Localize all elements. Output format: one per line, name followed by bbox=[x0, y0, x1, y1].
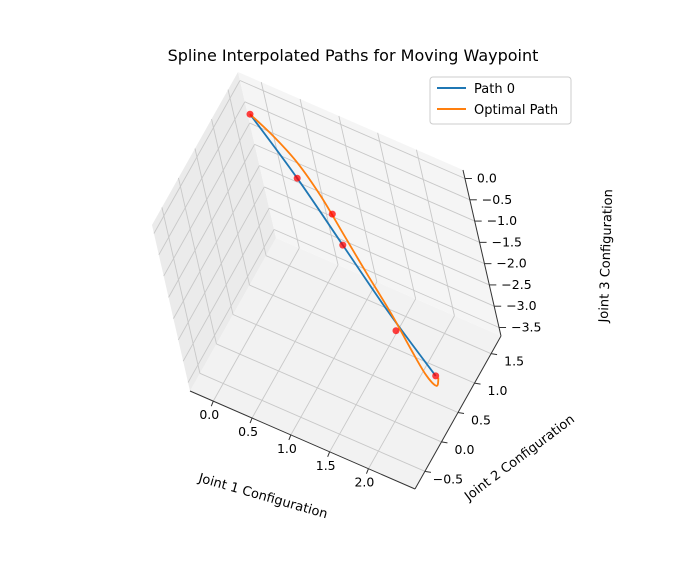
waypoint-marker bbox=[328, 210, 336, 218]
legend: Path 0 Optimal Path bbox=[429, 76, 572, 125]
y-tick-mark bbox=[441, 441, 448, 444]
grid-line-z-left bbox=[187, 229, 275, 383]
grid-line-x-back bbox=[416, 149, 455, 316]
y-tick-label: −0.5 bbox=[433, 471, 463, 486]
grid-line-y-floor bbox=[199, 372, 426, 472]
grid-line-y-left bbox=[178, 177, 217, 345]
back-pane bbox=[238, 72, 501, 336]
waypoint-marker bbox=[432, 372, 440, 380]
series-line-optimal-path bbox=[249, 113, 440, 387]
grid-line-y-left bbox=[211, 118, 250, 286]
grid-line-z-back bbox=[249, 122, 475, 222]
grid-line-z-left bbox=[158, 101, 246, 256]
grid-line-x-back bbox=[299, 98, 339, 266]
x-tick-mark bbox=[210, 400, 214, 407]
grid-line-z-left bbox=[168, 144, 255, 298]
grid-line-y-floor bbox=[249, 284, 475, 384]
grid-line-z-left bbox=[173, 165, 260, 319]
grid-line-z-back bbox=[254, 143, 480, 243]
z-axis-label: Joint 3 Configuration bbox=[597, 189, 617, 324]
grid-line-z-back bbox=[244, 101, 471, 201]
chart-title: Spline Interpolated Paths for Moving Way… bbox=[168, 46, 539, 65]
z-tick-label: −1.5 bbox=[492, 234, 522, 249]
waypoint-marker bbox=[293, 174, 301, 182]
legend-label-optimal-path: Optimal Path bbox=[474, 103, 558, 118]
grid-line-z-back bbox=[259, 165, 485, 265]
x-tick-label: 0.5 bbox=[238, 424, 258, 439]
grid-line-z-back bbox=[239, 80, 466, 179]
x-tick-label: 0.0 bbox=[199, 407, 219, 422]
grid-line-z-left bbox=[177, 186, 265, 341]
grid-line-x-back bbox=[377, 132, 417, 299]
grid-line-y-floor bbox=[265, 255, 492, 355]
z-tick-label: −2.0 bbox=[496, 256, 526, 271]
grid-line-y-floor bbox=[232, 314, 459, 413]
z-tick-label: −0.5 bbox=[482, 192, 512, 207]
x-tick-mark bbox=[327, 451, 331, 458]
z-tick-label: −1.0 bbox=[487, 213, 517, 228]
y-tick-label: 0.0 bbox=[455, 442, 475, 457]
y-tick-label: 0.5 bbox=[471, 413, 491, 428]
legend-label-path-0: Path 0 bbox=[474, 82, 515, 97]
y-tick-mark bbox=[424, 470, 432, 473]
waypoint-marker bbox=[339, 241, 347, 249]
x-tick-label: 1.5 bbox=[316, 458, 336, 473]
y-tick-mark bbox=[474, 382, 481, 385]
z-axis-line bbox=[462, 169, 502, 337]
grid-line-y-left bbox=[194, 148, 234, 315]
y-tick-label: 1.5 bbox=[504, 354, 524, 369]
z-tick-label: −2.5 bbox=[501, 277, 531, 292]
grid-line-y-left bbox=[161, 207, 201, 374]
z-tick-label: 0.0 bbox=[477, 171, 497, 186]
grid-line-x-back bbox=[260, 82, 300, 249]
x-tick-label: 2.0 bbox=[354, 475, 374, 490]
x-tick-mark bbox=[365, 468, 369, 474]
grid-line-z-left bbox=[163, 122, 251, 277]
x-axis-label: Joint 1 Configuration bbox=[196, 471, 329, 522]
grid-line-z-left bbox=[182, 207, 270, 362]
x-axis-line bbox=[189, 390, 416, 490]
x-tick-mark bbox=[288, 434, 292, 441]
grid-line-x-back bbox=[338, 115, 378, 283]
grid-line-z-back bbox=[273, 229, 500, 328]
grid-line-z-left bbox=[153, 80, 241, 234]
waypoint-marker bbox=[392, 327, 400, 335]
y-tick-mark bbox=[490, 353, 498, 356]
z-tick-label: −3.5 bbox=[511, 320, 541, 335]
waypoint-marker bbox=[246, 110, 254, 118]
x-tick-mark bbox=[249, 417, 253, 424]
y-tick-label: 1.0 bbox=[488, 383, 508, 398]
grid-line-z-back bbox=[264, 186, 490, 286]
grid-line-y-floor bbox=[216, 343, 442, 443]
grid-line-y-left bbox=[227, 89, 267, 256]
x-tick-label: 1.0 bbox=[277, 441, 297, 456]
y-tick-mark bbox=[457, 412, 465, 414]
grid-line-z-back bbox=[268, 207, 495, 307]
z-tick-label: −3.0 bbox=[506, 298, 536, 313]
